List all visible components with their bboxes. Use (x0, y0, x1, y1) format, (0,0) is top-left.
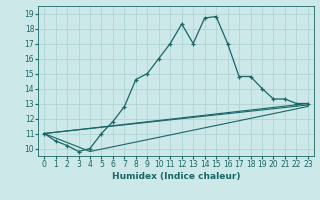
X-axis label: Humidex (Indice chaleur): Humidex (Indice chaleur) (112, 172, 240, 181)
